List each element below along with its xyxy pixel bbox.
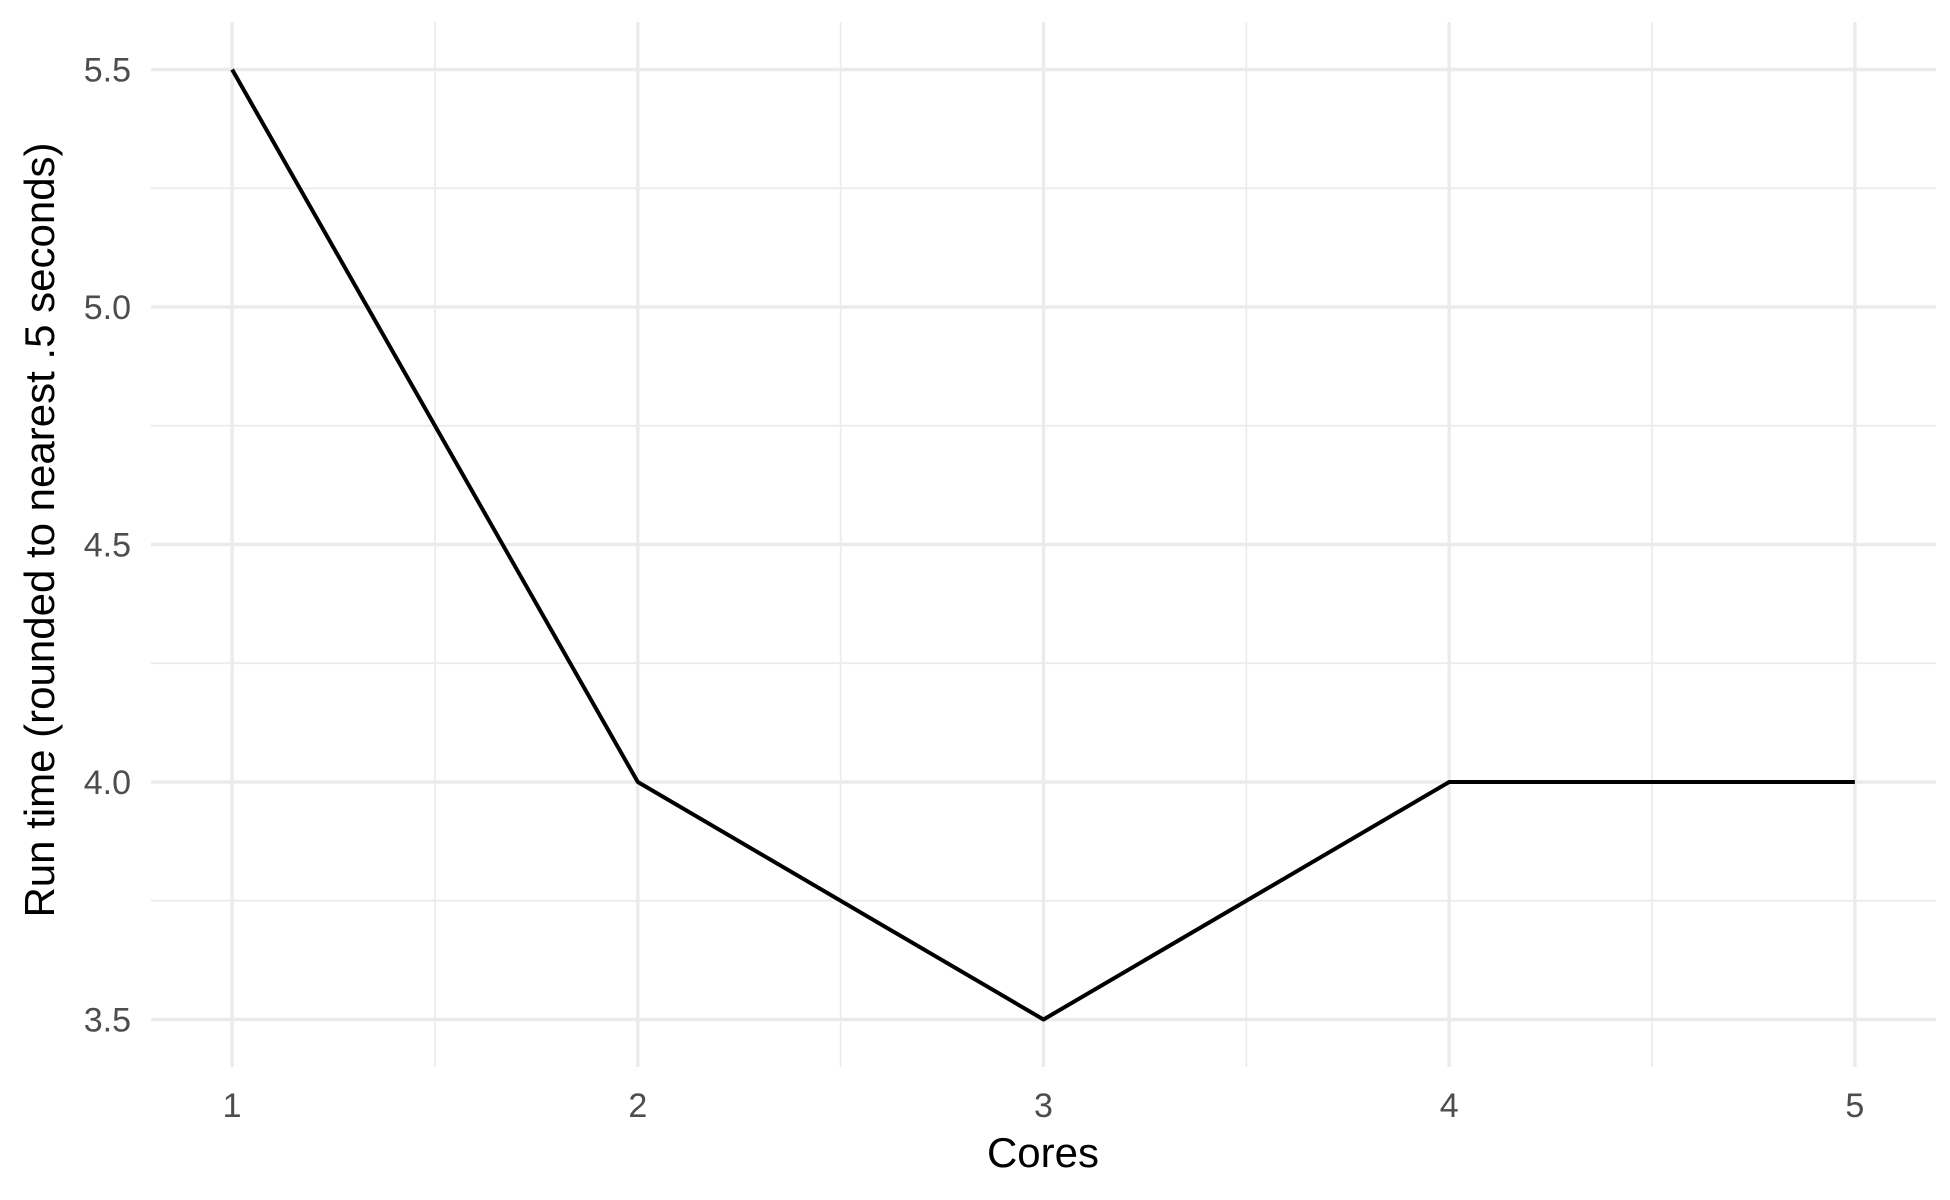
major-gridlines	[151, 22, 1936, 1067]
series-line-0	[230, 68, 1855, 1022]
x-tick-label-3: 4	[1440, 1087, 1459, 1125]
x-tick-label-0: 1	[223, 1087, 242, 1125]
y-tick-label-0: 3.5	[84, 1002, 131, 1040]
y-axis-ticks: 3.5 4.0 4.5 5.0 5.5	[84, 52, 131, 1040]
x-tick-label-2: 3	[1034, 1087, 1053, 1125]
x-axis-title: Cores	[987, 1129, 1099, 1176]
y-axis-title: Run time (rounded to nearest .5 seconds)	[16, 142, 63, 917]
y-tick-label-2: 4.5	[84, 527, 131, 565]
series-layer	[230, 68, 1855, 1022]
y-tick-label-3: 5.0	[84, 289, 131, 327]
x-tick-label-1: 2	[628, 1087, 647, 1125]
x-tick-label-4: 5	[1845, 1087, 1864, 1125]
y-tick-label-4: 5.5	[84, 52, 131, 90]
y-tick-label-1: 4.0	[84, 764, 131, 802]
x-axis-ticks: 1 2 3 4 5	[223, 1087, 1865, 1125]
